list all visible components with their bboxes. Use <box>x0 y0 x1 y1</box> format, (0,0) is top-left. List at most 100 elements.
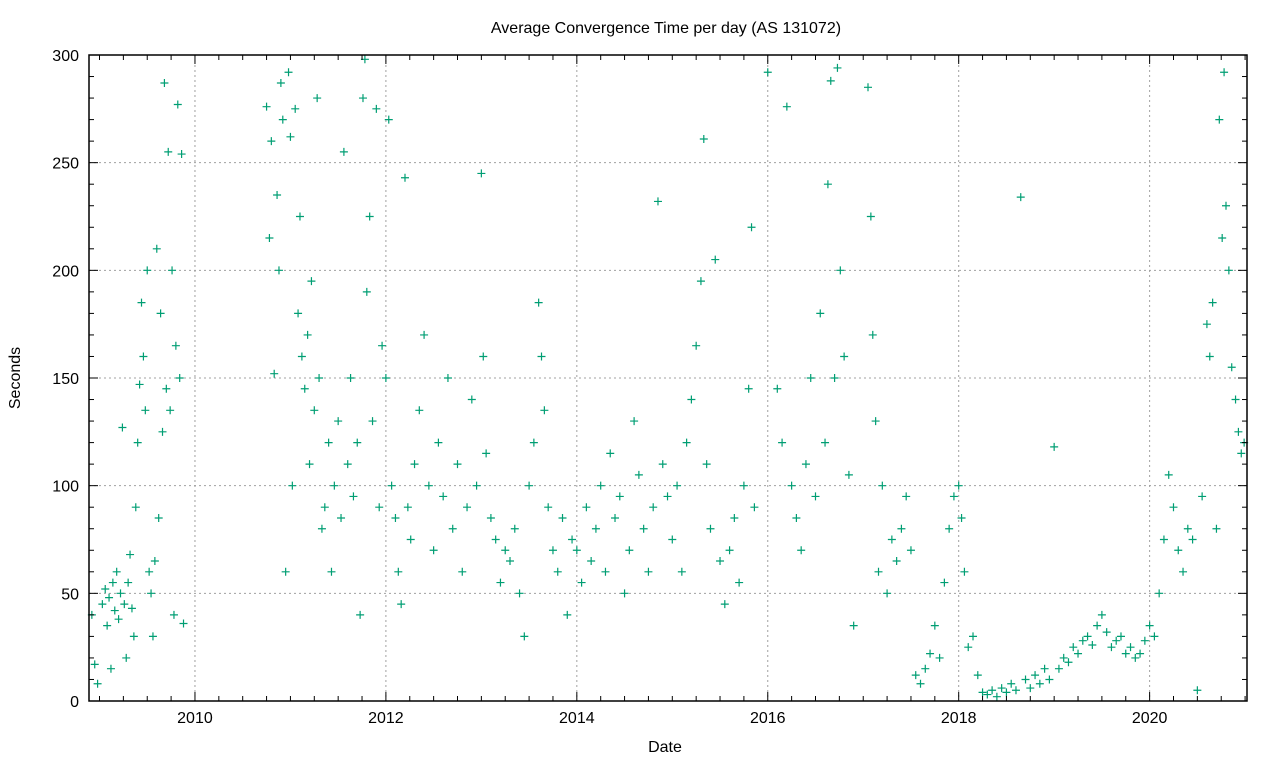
data-point <box>120 600 129 609</box>
data-point <box>1021 675 1030 684</box>
data-point <box>103 621 112 630</box>
data-point <box>177 150 186 159</box>
data-point <box>1040 664 1049 673</box>
data-point <box>297 352 306 361</box>
data-point <box>625 546 634 555</box>
x-axis-label: Date <box>648 739 682 756</box>
data-point <box>387 481 396 490</box>
data-point <box>916 679 925 688</box>
data-point <box>1159 535 1168 544</box>
data-point <box>1183 524 1192 533</box>
data-point <box>1224 266 1233 275</box>
data-point <box>1193 686 1202 695</box>
data-point <box>871 417 880 426</box>
data-point <box>482 449 491 458</box>
data-point <box>310 406 319 415</box>
data-point <box>836 266 845 275</box>
data-point <box>443 374 452 382</box>
data-point <box>288 481 297 490</box>
data-point <box>816 309 825 318</box>
data-point <box>1002 688 1011 697</box>
data-point <box>1069 643 1078 652</box>
data-point <box>1198 492 1207 501</box>
data-point <box>864 83 873 92</box>
data-point <box>902 492 911 501</box>
data-point <box>420 330 429 339</box>
data-point <box>127 604 136 613</box>
data-point <box>90 660 99 669</box>
data-point <box>940 578 949 587</box>
data-point <box>801 460 810 469</box>
data-point <box>1007 679 1016 688</box>
data-point <box>1155 589 1164 598</box>
data-point <box>591 524 600 533</box>
data-point <box>964 643 973 652</box>
data-point <box>147 589 156 598</box>
data-point <box>162 384 171 393</box>
data-point <box>830 374 839 382</box>
data-point <box>868 330 877 339</box>
data-point <box>1131 653 1140 662</box>
data-point <box>960 567 969 576</box>
data-point <box>883 589 892 598</box>
data-point <box>945 524 954 533</box>
data-point <box>346 374 355 382</box>
data-point <box>1231 395 1240 404</box>
data-point <box>286 132 295 141</box>
plot-border <box>88 54 1248 702</box>
data-point <box>520 632 529 641</box>
data-point <box>458 567 467 576</box>
data-point <box>1054 664 1063 673</box>
data-point <box>400 173 409 182</box>
data-point <box>930 621 939 630</box>
data-point <box>540 406 549 415</box>
data-point <box>270 369 279 378</box>
data-point <box>620 589 629 598</box>
data-point <box>108 578 117 587</box>
data-point <box>303 330 312 339</box>
data-point <box>284 68 293 77</box>
data-point <box>611 513 620 522</box>
x-tick-label: 2018 <box>941 710 977 727</box>
data-point <box>265 234 274 243</box>
data-point <box>116 589 125 598</box>
data-point <box>406 535 415 544</box>
data-point <box>118 423 127 432</box>
data-point <box>663 492 672 501</box>
data-point <box>486 513 495 522</box>
data-point <box>730 513 739 522</box>
y-tick-label: 250 <box>52 156 79 173</box>
y-tick-label: 300 <box>52 48 79 65</box>
data-point <box>133 438 142 447</box>
data-point <box>823 180 832 189</box>
data-point <box>1234 427 1243 436</box>
data-point <box>1059 653 1068 662</box>
data-point <box>403 503 412 512</box>
data-point <box>874 567 883 576</box>
data-point <box>649 503 658 512</box>
data-point <box>179 619 188 628</box>
data-point <box>1188 535 1197 544</box>
data-point <box>448 524 457 533</box>
data-point <box>878 481 887 490</box>
data-point <box>291 104 300 113</box>
data-point <box>926 649 935 658</box>
data-point <box>544 503 553 512</box>
data-point <box>294 309 303 318</box>
data-point <box>1215 115 1224 124</box>
data-point <box>711 255 720 264</box>
data-point <box>394 567 403 576</box>
data-point <box>320 503 329 512</box>
data-point <box>787 481 796 490</box>
data-point <box>315 374 324 382</box>
data-point <box>1102 628 1111 637</box>
data-point <box>93 679 102 688</box>
data-point <box>330 481 339 490</box>
data-point <box>797 546 806 555</box>
data-point <box>673 481 682 490</box>
data-point <box>1136 649 1145 658</box>
data-point <box>305 460 314 469</box>
data-point <box>720 600 729 609</box>
data-point <box>154 513 163 522</box>
data-point <box>141 406 150 415</box>
